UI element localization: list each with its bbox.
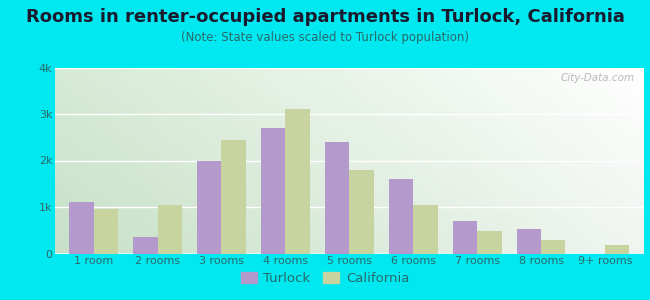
Bar <box>222 140 246 254</box>
Bar <box>453 221 477 253</box>
Bar <box>157 205 182 254</box>
Bar <box>261 128 285 254</box>
Text: City-Data.com: City-Data.com <box>560 73 634 83</box>
Legend: Turlock, California: Turlock, California <box>235 267 415 290</box>
Bar <box>389 179 413 254</box>
Bar <box>517 229 541 254</box>
Bar <box>541 241 566 254</box>
Bar <box>70 202 94 254</box>
Bar <box>605 245 629 253</box>
Text: Rooms in renter-occupied apartments in Turlock, California: Rooms in renter-occupied apartments in T… <box>25 8 625 26</box>
Bar <box>285 109 310 254</box>
Bar <box>94 209 118 254</box>
Bar <box>197 160 222 254</box>
Text: (Note: State values scaled to Turlock population): (Note: State values scaled to Turlock po… <box>181 32 469 44</box>
Bar <box>413 205 437 254</box>
Bar <box>133 237 157 254</box>
Bar <box>350 170 374 254</box>
Bar <box>325 142 350 254</box>
Bar <box>477 231 502 254</box>
